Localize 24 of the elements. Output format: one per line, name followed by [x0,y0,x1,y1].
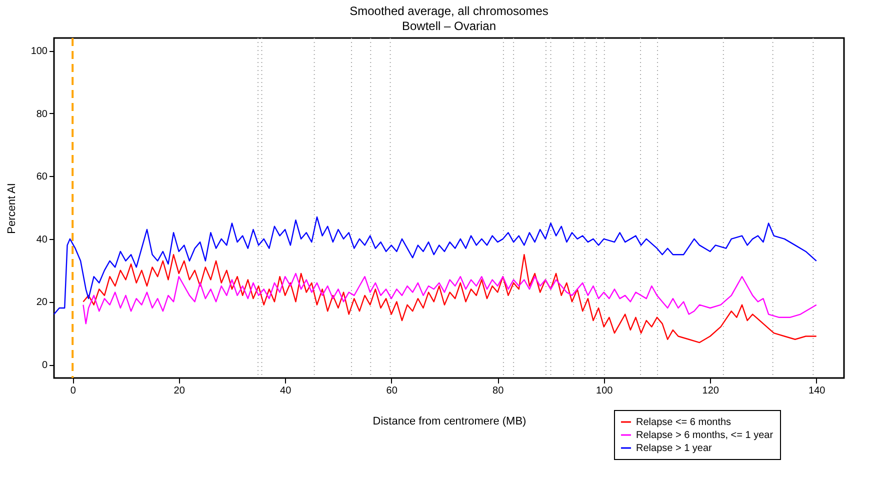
line-series [82,254,817,344]
chart-title: Smoothed average, all chromosomes [350,4,548,18]
x-tick-label: 140 [808,386,826,396]
y-tick-label: 100 [30,46,48,58]
y-tick-label: 80 [36,108,48,120]
x-tick-label: 60 [386,386,398,396]
line-series [53,216,817,315]
line-series [82,272,817,324]
x-tick-label: 0 [70,386,76,396]
legend-label: Relapse > 6 months, <= 1 year [636,430,774,441]
y-tick-label: 20 [36,297,48,308]
chart-subtitle: Bowtell – Ovarian [402,19,496,33]
y-axis-title: Percent AI [6,183,18,234]
x-tick-label: 120 [702,386,720,396]
legend-label: Relapse <= 6 months [636,417,732,428]
x-tick-label: 100 [596,386,614,396]
legend-label: Relapse > 1 year [636,443,713,454]
y-tick-label: 60 [36,172,48,183]
x-axis-title: Distance from centromere (MB) [372,416,526,428]
x-tick-label: 80 [492,386,504,396]
x-tick-label: 40 [280,386,292,396]
y-tick-label: 0 [42,360,48,371]
y-tick-label: 40 [36,234,48,246]
x-tick-label: 20 [174,386,186,396]
